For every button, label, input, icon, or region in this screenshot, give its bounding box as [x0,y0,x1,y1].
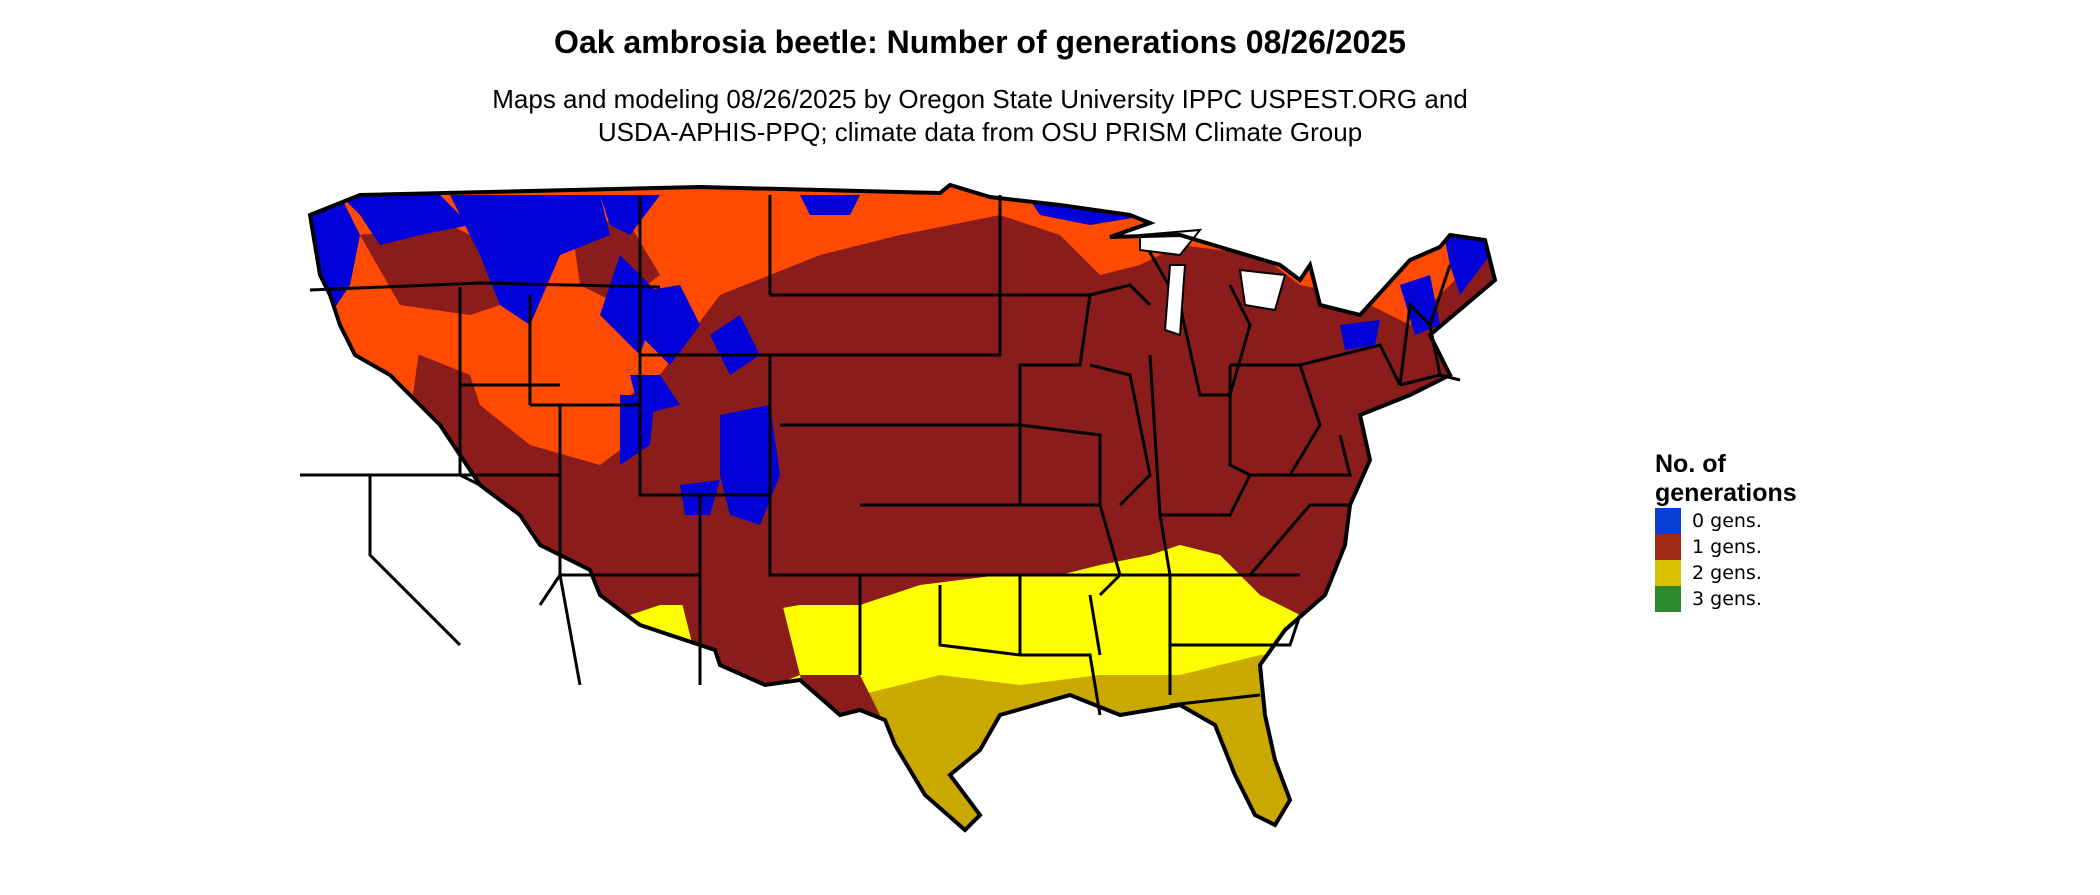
legend-item-3: 3 gens. [1655,586,1855,612]
map-title: Oak ambrosia beetle: Number of generatio… [554,24,1406,60]
map-subtitle-line1: Maps and modeling 08/26/2025 by Oregon S… [492,84,1468,114]
legend-label-2: 2 gens. [1692,562,1762,584]
legend-item-1: 1 gens. [1655,534,1855,560]
legend-label-0: 0 gens. [1692,510,1762,532]
legend-title: No. of generations [1655,450,1855,508]
legend-label-1: 1 gens. [1692,536,1762,558]
region-zero-gen-nca [330,395,370,445]
region-zero-gen-wy-east [710,315,760,375]
region-zero-gen-id [450,195,610,325]
legend-swatch-0 [1655,508,1681,534]
legend: No. of generations 0 gens. 1 gens. 2 gen… [1655,450,1855,612]
state-boundaries [300,195,1461,716]
legend-item-2: 2 gens. [1655,560,1855,586]
lake-michigan [1163,264,1187,337]
region-zero-gen-mt [600,195,660,235]
region-two-gen-dark [310,645,1495,830]
legend-title-line2: generations [1655,479,1797,507]
us-generations-map [300,183,1497,832]
region-zero-gen-wy-west [620,395,655,465]
region-zero-gen-ny [1340,320,1380,350]
legend-swatch-1 [1655,534,1681,560]
region-two-gen-az [440,595,550,675]
region-zero-gen-nd [800,195,860,215]
region-zero-gen-wa [340,195,470,245]
lake-huron [1238,268,1287,312]
map-subtitle-line2: USDA-APHIS-PPQ; climate data from OSU PR… [597,117,1363,147]
region-zero-gen-vt [1400,275,1440,335]
legend-label-3: 3 gens. [1692,588,1762,610]
legend-item-0: 0 gens. [1655,508,1855,534]
region-two-gen-sw-bright [390,555,470,645]
legend-title-line1: No. of [1655,450,1726,478]
legend-swatch-2 [1655,560,1681,586]
legend-swatch-3 [1655,586,1681,612]
